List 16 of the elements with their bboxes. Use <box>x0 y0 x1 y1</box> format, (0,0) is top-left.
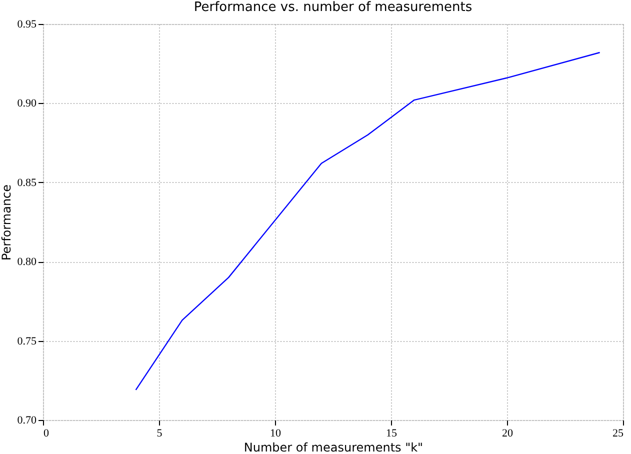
x-tick-label: 20 <box>502 428 514 440</box>
chart-title: Performance vs. number of measurements <box>194 0 472 15</box>
y-tick-label: 0.70 <box>17 414 37 426</box>
y-axis-title: Performance <box>0 184 14 261</box>
x-tick-label: 0 <box>44 428 50 440</box>
line-series <box>135 52 600 391</box>
x-tick-label: 5 <box>156 428 163 440</box>
x-tick-label: 25 <box>612 428 624 440</box>
x-tick-label: 15 <box>386 428 398 440</box>
y-tick-label: 0.85 <box>17 176 37 189</box>
y-tick-label: 0.90 <box>17 98 37 110</box>
x-axis-title: Number of measurements "k" <box>244 440 424 454</box>
x-tick-label: 10 <box>270 428 282 440</box>
y-tick-label: 0.80 <box>17 256 37 268</box>
y-tick-label: 0.75 <box>17 335 37 348</box>
y-tick-label: 0.95 <box>17 18 37 30</box>
